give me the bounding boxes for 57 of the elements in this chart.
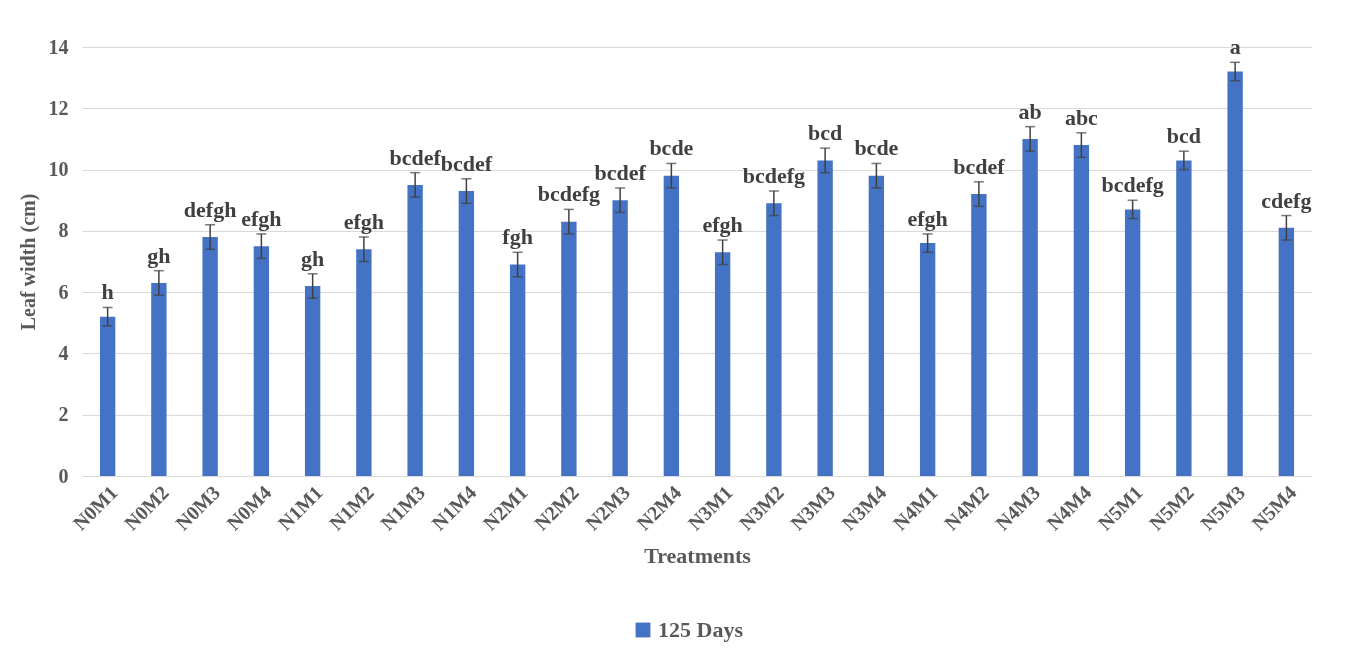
annotation: h <box>101 279 114 305</box>
annotation: a <box>1229 34 1241 60</box>
annotation: bcdef <box>389 144 442 170</box>
bar <box>356 249 372 476</box>
bar <box>1073 145 1090 476</box>
annotation: defgh <box>183 196 237 222</box>
bar <box>407 184 423 476</box>
annotation: gh <box>147 242 171 268</box>
annotation: bcdef <box>953 153 1006 179</box>
annotation: bcdefg <box>742 163 806 189</box>
y-tick-label: 14 <box>48 35 69 58</box>
annotation: abc <box>1064 104 1099 130</box>
y-tick-label: 6 <box>58 280 69 303</box>
bar <box>919 243 936 476</box>
x-axis-title: Treatments <box>644 543 752 569</box>
bar <box>202 236 218 476</box>
bar <box>1278 227 1295 476</box>
bar <box>561 221 577 476</box>
annotation: ab <box>1018 98 1042 124</box>
bar <box>971 194 987 476</box>
y-tick-label: 10 <box>48 158 69 181</box>
legend-label: 125 Days <box>658 617 744 642</box>
bar <box>151 282 167 476</box>
annotation: efgh <box>241 205 282 231</box>
bar <box>1124 209 1141 476</box>
bar <box>253 246 270 476</box>
annotation: bcdef <box>440 150 493 176</box>
y-tick-label: 12 <box>48 96 69 119</box>
annotation: bcde <box>854 135 899 161</box>
annotation: cdefg <box>1261 187 1312 213</box>
bar <box>1176 160 1192 476</box>
bar <box>868 175 885 476</box>
bar <box>766 203 782 476</box>
y-tick-label: 8 <box>58 219 69 242</box>
annotation: bcd <box>808 120 843 146</box>
bar <box>99 316 116 476</box>
annotation: efgh <box>907 205 948 231</box>
annotation: bcd <box>1166 123 1201 149</box>
bar <box>663 175 680 476</box>
bar <box>458 191 475 476</box>
bar <box>1227 71 1243 476</box>
bar <box>714 252 731 476</box>
annotation: efgh <box>343 208 385 234</box>
annotation: efgh <box>702 212 743 238</box>
y-axis-title: Leaf width (cm) <box>16 193 40 331</box>
bar <box>304 286 321 476</box>
annotation: gh <box>301 245 325 271</box>
bar <box>1022 138 1038 476</box>
y-tick-label: 2 <box>58 403 69 426</box>
y-tick-label: 0 <box>58 464 69 487</box>
y-tick-label: 4 <box>58 341 69 364</box>
bar <box>817 160 833 476</box>
annotation: bcdefg <box>1101 172 1164 198</box>
bar <box>612 200 628 476</box>
bar <box>509 264 526 476</box>
annotation: fgh <box>502 224 533 250</box>
annotation: bcde <box>649 135 694 161</box>
